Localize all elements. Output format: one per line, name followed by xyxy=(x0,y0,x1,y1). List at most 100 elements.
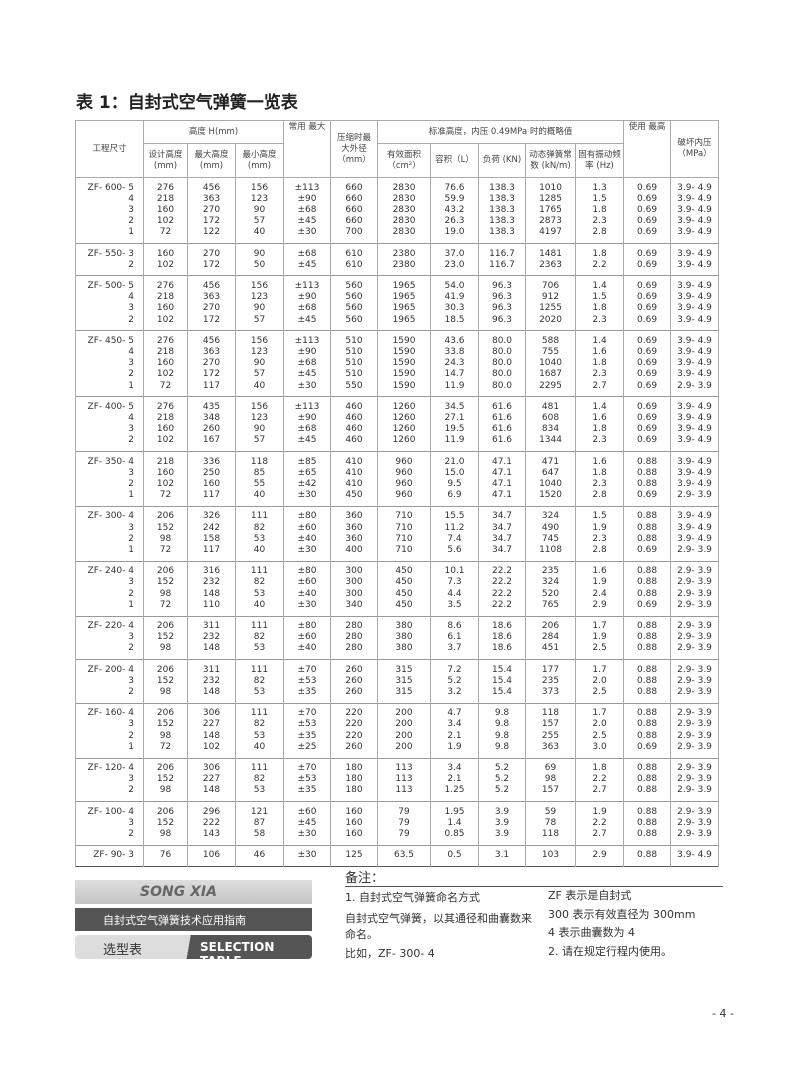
cell: 0.69 xyxy=(623,741,672,759)
row: ZF- 200- 4 206 311 111 ±70 260 315 7.2 15.4 177 1.… xyxy=(75,659,720,676)
cell: 360 xyxy=(330,522,379,534)
cell: 280 xyxy=(330,632,379,644)
cell: 2.9- 3.9 xyxy=(670,675,720,688)
cell: 76.6 xyxy=(430,177,480,194)
row: 3 160 250 85 ±65 410 960 15.0 47.1 647 1.8 0.88 3.9-… xyxy=(75,467,720,479)
cell: 1590 xyxy=(377,346,432,359)
cell: 47.1 xyxy=(478,467,527,479)
cell: 3.9- 4.9 xyxy=(670,451,720,468)
cell: 160 xyxy=(143,204,188,217)
cell: 200 xyxy=(377,719,432,731)
cell: 111 xyxy=(234,758,285,775)
cell: 232 xyxy=(187,632,236,644)
row: 2 98 148 53 ±35 260 315 3.2 15.4 373 2.5 0.88 2.9- 3… xyxy=(75,687,720,704)
cell: ZF- 450- 5 xyxy=(75,330,144,347)
cell: 306 xyxy=(187,758,236,775)
cell: 2.9- 3.9 xyxy=(670,632,720,644)
cell: 222 xyxy=(187,817,236,830)
cell: 57 xyxy=(234,314,285,331)
note: 1. 自封式空气弹簧命名方式 xyxy=(345,891,480,904)
cell: 96.3 xyxy=(478,275,527,293)
cell: 2.5 xyxy=(575,643,625,660)
cell: 3.9- 4.9 xyxy=(670,845,720,867)
cell: 610 xyxy=(330,259,379,276)
cell: 280 xyxy=(330,616,379,633)
cell: ±70 xyxy=(283,703,332,720)
row: 1 72 122 40 ±30 700 2830 19.0 138.3 4197 2.8 0.69 3.… xyxy=(75,227,720,244)
cell: 79 xyxy=(377,829,432,846)
cell: 2.0 xyxy=(575,675,625,688)
cell: 41.9 xyxy=(430,292,480,304)
cell: 34.7 xyxy=(478,544,527,562)
row-group: ZF- 450- 5 276 456 156 ±113 510 1590 43.6 80.0 58… xyxy=(75,330,720,397)
cell: 2.9- 3.9 xyxy=(670,801,720,818)
cell: 2.8 xyxy=(575,544,625,562)
cell: 232 xyxy=(187,577,236,589)
cell: 2.9- 3.9 xyxy=(670,659,720,676)
cell: 4 xyxy=(75,412,144,425)
cell: 450 xyxy=(330,490,379,507)
cell: 82 xyxy=(234,774,285,786)
cell: 435 xyxy=(187,396,236,413)
table-title: 表 1：自封式空气弹簧一览表 xyxy=(76,93,298,113)
cell: 118 xyxy=(234,451,285,468)
cell: 160 xyxy=(187,478,236,491)
cell: ZF- 160- 4 xyxy=(75,703,144,720)
cell: 33.8 xyxy=(430,346,480,359)
cell: 98 xyxy=(143,730,188,742)
row-group: ZF- 350- 4 218 336 118 ±85 410 960 21.0 47.1 471 1… xyxy=(75,451,720,507)
header-cell: 破坏内压 （MPa） xyxy=(670,120,720,178)
cell: 9.5 xyxy=(430,478,480,491)
cell: ±45 xyxy=(283,259,332,276)
cell: ±53 xyxy=(283,675,332,688)
row: 2 98 148 53 ±35 180 113 1.25 5.2 157 2.7 0.88 2.9- 3… xyxy=(75,785,720,802)
cell: 0.88 xyxy=(623,719,672,731)
cell: 0.69 xyxy=(623,358,672,370)
cell: 360 xyxy=(330,506,379,523)
cell: 1.8 xyxy=(575,424,625,436)
cell: 200 xyxy=(377,741,432,759)
header-cell: 常用 最大 xyxy=(283,120,332,178)
cell: 2873 xyxy=(525,216,577,228)
cell: 40 xyxy=(234,741,285,759)
cell: 363 xyxy=(525,741,577,759)
cell: ±35 xyxy=(283,730,332,742)
cell: 460 xyxy=(330,396,379,413)
cell: 520 xyxy=(525,588,577,600)
cell: 490 xyxy=(525,522,577,534)
cell: 111 xyxy=(234,703,285,720)
cell: 1965 xyxy=(377,314,432,331)
cell: 206 xyxy=(143,616,188,633)
cell: 22.2 xyxy=(478,599,527,616)
cell: 218 xyxy=(143,346,188,359)
cell: 53 xyxy=(234,588,285,600)
cell: 380 xyxy=(377,643,432,660)
cell: 57 xyxy=(234,369,285,381)
cell: 111 xyxy=(234,506,285,523)
cell: 0.69 xyxy=(623,369,672,381)
cell: 58 xyxy=(234,829,285,846)
cell: 0.69 xyxy=(623,346,672,359)
cell: 2.1 xyxy=(430,774,480,786)
cell: 152 xyxy=(143,719,188,731)
cell: 2.7 xyxy=(575,829,625,846)
cell: 138.3 xyxy=(478,227,527,244)
cell: 280 xyxy=(330,643,379,660)
cell: 1.9 xyxy=(575,577,625,589)
cell: ±113 xyxy=(283,177,332,194)
cell: ±113 xyxy=(283,275,332,293)
cell: 3.9- 4.9 xyxy=(670,522,720,534)
cell: 3.9- 4.9 xyxy=(670,435,720,452)
header-cell: 压缩时最大外径 （mm） xyxy=(330,120,379,178)
cell: 311 xyxy=(187,616,236,633)
cell: 0.85 xyxy=(430,829,480,846)
cell: 1260 xyxy=(377,435,432,452)
row: 1 72 117 40 ±30 450 960 6.9 47.1 1520 2.8 0.69 2.9- … xyxy=(75,490,720,507)
cell: 8.6 xyxy=(430,616,480,633)
cell: 0.88 xyxy=(623,467,672,479)
cell: 2 xyxy=(75,687,144,704)
cell: 157 xyxy=(525,719,577,731)
cell: 765 xyxy=(525,599,577,616)
cell: 1.6 xyxy=(575,561,625,578)
cell: 1590 xyxy=(377,330,432,347)
